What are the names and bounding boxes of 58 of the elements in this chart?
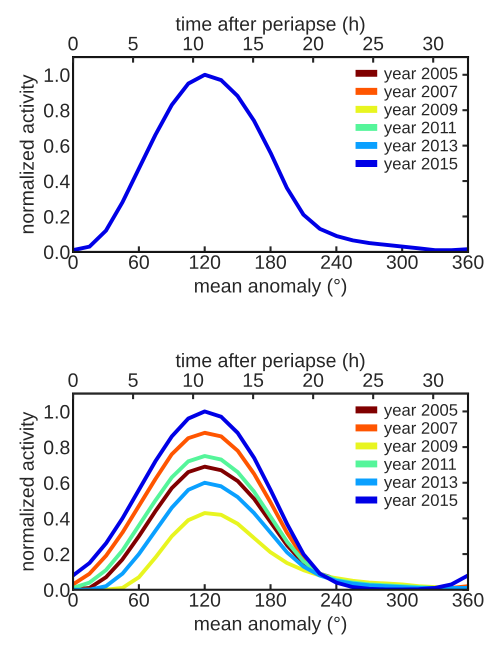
legend-label: year 2009 (384, 104, 458, 119)
legend-label: year 2013 (384, 476, 458, 492)
x2-tick-label: 10 (184, 373, 204, 387)
x-tick-label: 300 (386, 255, 418, 269)
y-tick-label: 0.4 (44, 512, 70, 526)
x2-tick-label: 10 (184, 36, 204, 50)
x2-tick-label: 25 (363, 36, 384, 50)
x2-tick-label: 30 (423, 373, 444, 387)
y-tick-label: 0.6 (44, 476, 70, 490)
y-tick-label: 0.8 (44, 104, 70, 118)
legend-label: year 2007 (384, 422, 458, 438)
x2-tick-label: 5 (128, 373, 138, 387)
y-tick-label: 0.6 (44, 139, 70, 153)
x2-axis-title: time after periapse (h) (176, 16, 364, 35)
x-tick-label: 120 (190, 255, 220, 269)
x2-tick-label: 15 (244, 373, 264, 387)
x-axis-title: mean anomaly (°) (194, 278, 346, 296)
x-tick-label: 240 (321, 593, 352, 607)
y-axis-title: normalized activity (20, 74, 38, 234)
y-axis-title: normalized activity (20, 412, 38, 570)
x-axis-title: mean anomaly (°) (194, 616, 346, 634)
x-tick-label: 60 (129, 255, 149, 269)
y-tick-label: 0.0 (44, 583, 70, 597)
legend-label: year 2007 (384, 86, 458, 101)
x2-tick-label: 25 (363, 373, 384, 387)
x2-tick-label: 20 (303, 373, 324, 387)
y-tick-label: 0.0 (44, 245, 70, 260)
y-tick-label: 0.2 (44, 548, 70, 562)
legend-label: year 2015 (384, 494, 458, 510)
x-tick-label: 180 (256, 593, 286, 607)
x2-tick-label: 30 (423, 36, 444, 50)
x-tick-label: 360 (452, 593, 484, 607)
x-tick-label: 60 (129, 593, 149, 607)
legend-label: year 2009 (384, 440, 458, 456)
x-tick-label: 240 (321, 255, 352, 269)
legend-label: year 2015 (384, 158, 458, 173)
x2-tick-label: 0 (68, 373, 78, 387)
legend-label: year 2005 (384, 68, 458, 83)
legend-label: year 2013 (384, 140, 458, 155)
y-tick-label: 0.4 (44, 174, 70, 188)
x2-tick-label: 20 (303, 36, 324, 50)
y-tick-label: 1.0 (44, 68, 70, 82)
x-tick-label: 120 (190, 593, 220, 607)
x2-tick-label: 0 (68, 36, 78, 50)
y-tick-label: 1.0 (44, 404, 70, 419)
y-tick-label: 0.8 (44, 440, 70, 454)
x-tick-label: 300 (386, 593, 418, 607)
x2-tick-label: 15 (244, 36, 264, 50)
legend-label: year 2011 (384, 458, 456, 474)
x-tick-label: 180 (256, 255, 286, 269)
y-tick-label: 0.2 (44, 210, 70, 224)
legend-label: year 2011 (384, 122, 456, 137)
x-tick-label: 0 (68, 593, 78, 607)
x2-tick-label: 5 (128, 36, 138, 50)
x2-axis-title: time after periapse (h) (176, 353, 364, 372)
x-tick-label: 0 (68, 255, 78, 269)
legend-label: year 2005 (384, 404, 458, 420)
x-tick-label: 360 (452, 255, 484, 269)
